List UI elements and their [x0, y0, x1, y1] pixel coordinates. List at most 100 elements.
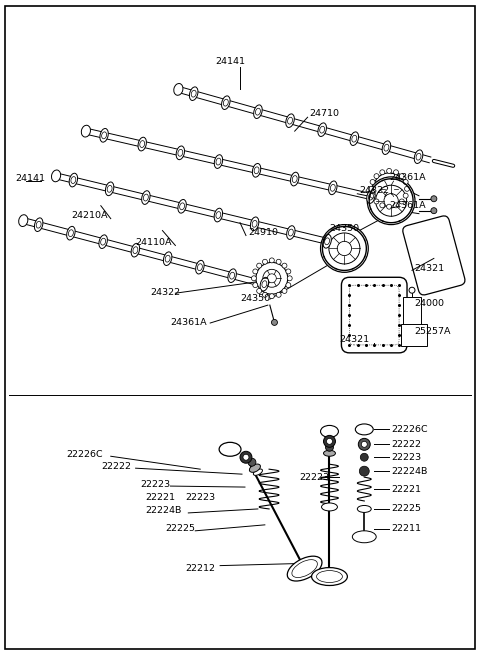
Text: 24350: 24350 [240, 293, 270, 303]
Text: 24141: 24141 [15, 174, 45, 183]
Text: 22223: 22223 [300, 473, 330, 481]
Circle shape [324, 436, 336, 447]
Text: 22225: 22225 [391, 504, 421, 514]
Circle shape [272, 320, 277, 326]
Circle shape [240, 451, 252, 463]
Ellipse shape [286, 114, 294, 128]
Circle shape [257, 288, 262, 293]
Circle shape [369, 186, 374, 191]
Text: 25257A: 25257A [414, 328, 451, 337]
FancyBboxPatch shape [403, 297, 421, 329]
Ellipse shape [322, 503, 337, 511]
Text: 22226C: 22226C [391, 425, 428, 434]
Ellipse shape [100, 128, 108, 142]
Text: 22223: 22223 [141, 479, 171, 489]
Circle shape [374, 174, 379, 179]
Ellipse shape [67, 227, 75, 240]
Circle shape [358, 438, 370, 450]
Circle shape [394, 203, 398, 208]
Text: 22222: 22222 [391, 440, 421, 449]
Text: 24141: 24141 [215, 57, 245, 66]
Circle shape [403, 193, 408, 198]
Ellipse shape [99, 235, 108, 248]
Circle shape [256, 263, 288, 294]
Ellipse shape [163, 252, 172, 265]
Circle shape [374, 199, 379, 204]
Text: 22211: 22211 [391, 525, 421, 533]
Circle shape [399, 174, 404, 179]
Text: 22212: 22212 [185, 564, 215, 573]
Text: 24350: 24350 [329, 224, 360, 233]
Ellipse shape [253, 469, 263, 476]
Text: 24361A: 24361A [389, 201, 426, 210]
Circle shape [263, 259, 267, 264]
Circle shape [387, 168, 392, 174]
Circle shape [373, 173, 405, 205]
Ellipse shape [382, 141, 391, 155]
Circle shape [376, 185, 407, 216]
Circle shape [257, 263, 262, 268]
Circle shape [269, 258, 274, 263]
Circle shape [409, 288, 415, 293]
Circle shape [370, 179, 375, 185]
Ellipse shape [69, 173, 78, 187]
Ellipse shape [250, 464, 261, 472]
Circle shape [361, 441, 367, 447]
Circle shape [248, 458, 256, 466]
Circle shape [399, 199, 404, 204]
Ellipse shape [324, 450, 336, 457]
Circle shape [384, 184, 394, 193]
Ellipse shape [318, 123, 326, 136]
Circle shape [405, 186, 409, 191]
Circle shape [387, 204, 392, 209]
Ellipse shape [222, 96, 230, 109]
Text: 24361A: 24361A [389, 174, 426, 182]
Ellipse shape [214, 208, 223, 222]
Circle shape [360, 466, 369, 476]
Ellipse shape [312, 568, 348, 586]
Ellipse shape [350, 132, 359, 145]
Circle shape [286, 283, 291, 288]
Text: 22223: 22223 [391, 453, 421, 462]
Ellipse shape [260, 277, 269, 291]
Ellipse shape [323, 234, 331, 248]
Ellipse shape [367, 190, 375, 204]
Ellipse shape [35, 218, 43, 231]
Ellipse shape [253, 105, 262, 119]
Ellipse shape [174, 83, 183, 95]
Circle shape [282, 263, 287, 268]
Circle shape [384, 194, 398, 208]
Text: 22223: 22223 [185, 493, 216, 502]
Text: 24110A: 24110A [136, 238, 172, 247]
Text: 22221: 22221 [391, 485, 421, 494]
Ellipse shape [178, 200, 186, 213]
Circle shape [403, 179, 408, 185]
Ellipse shape [357, 506, 371, 512]
Ellipse shape [287, 556, 322, 581]
Ellipse shape [228, 269, 236, 282]
Circle shape [329, 233, 360, 264]
Text: 24321: 24321 [339, 335, 370, 345]
Ellipse shape [414, 150, 423, 164]
Ellipse shape [142, 191, 150, 204]
Text: 24361A: 24361A [170, 318, 207, 327]
Circle shape [360, 453, 368, 461]
Circle shape [325, 443, 334, 451]
Circle shape [380, 203, 385, 208]
Text: 24322: 24322 [360, 186, 389, 195]
Text: 22226C: 22226C [66, 450, 103, 458]
Circle shape [263, 269, 281, 288]
Circle shape [380, 170, 385, 175]
Circle shape [282, 288, 287, 293]
Circle shape [253, 269, 258, 274]
Ellipse shape [106, 182, 114, 196]
Circle shape [287, 276, 292, 281]
Circle shape [269, 293, 274, 299]
Text: 22221: 22221 [145, 493, 176, 502]
Circle shape [252, 276, 256, 281]
Ellipse shape [329, 181, 337, 195]
Ellipse shape [352, 531, 376, 543]
Text: 24210A: 24210A [71, 211, 108, 220]
Text: 22224B: 22224B [145, 506, 182, 515]
Circle shape [337, 241, 351, 255]
